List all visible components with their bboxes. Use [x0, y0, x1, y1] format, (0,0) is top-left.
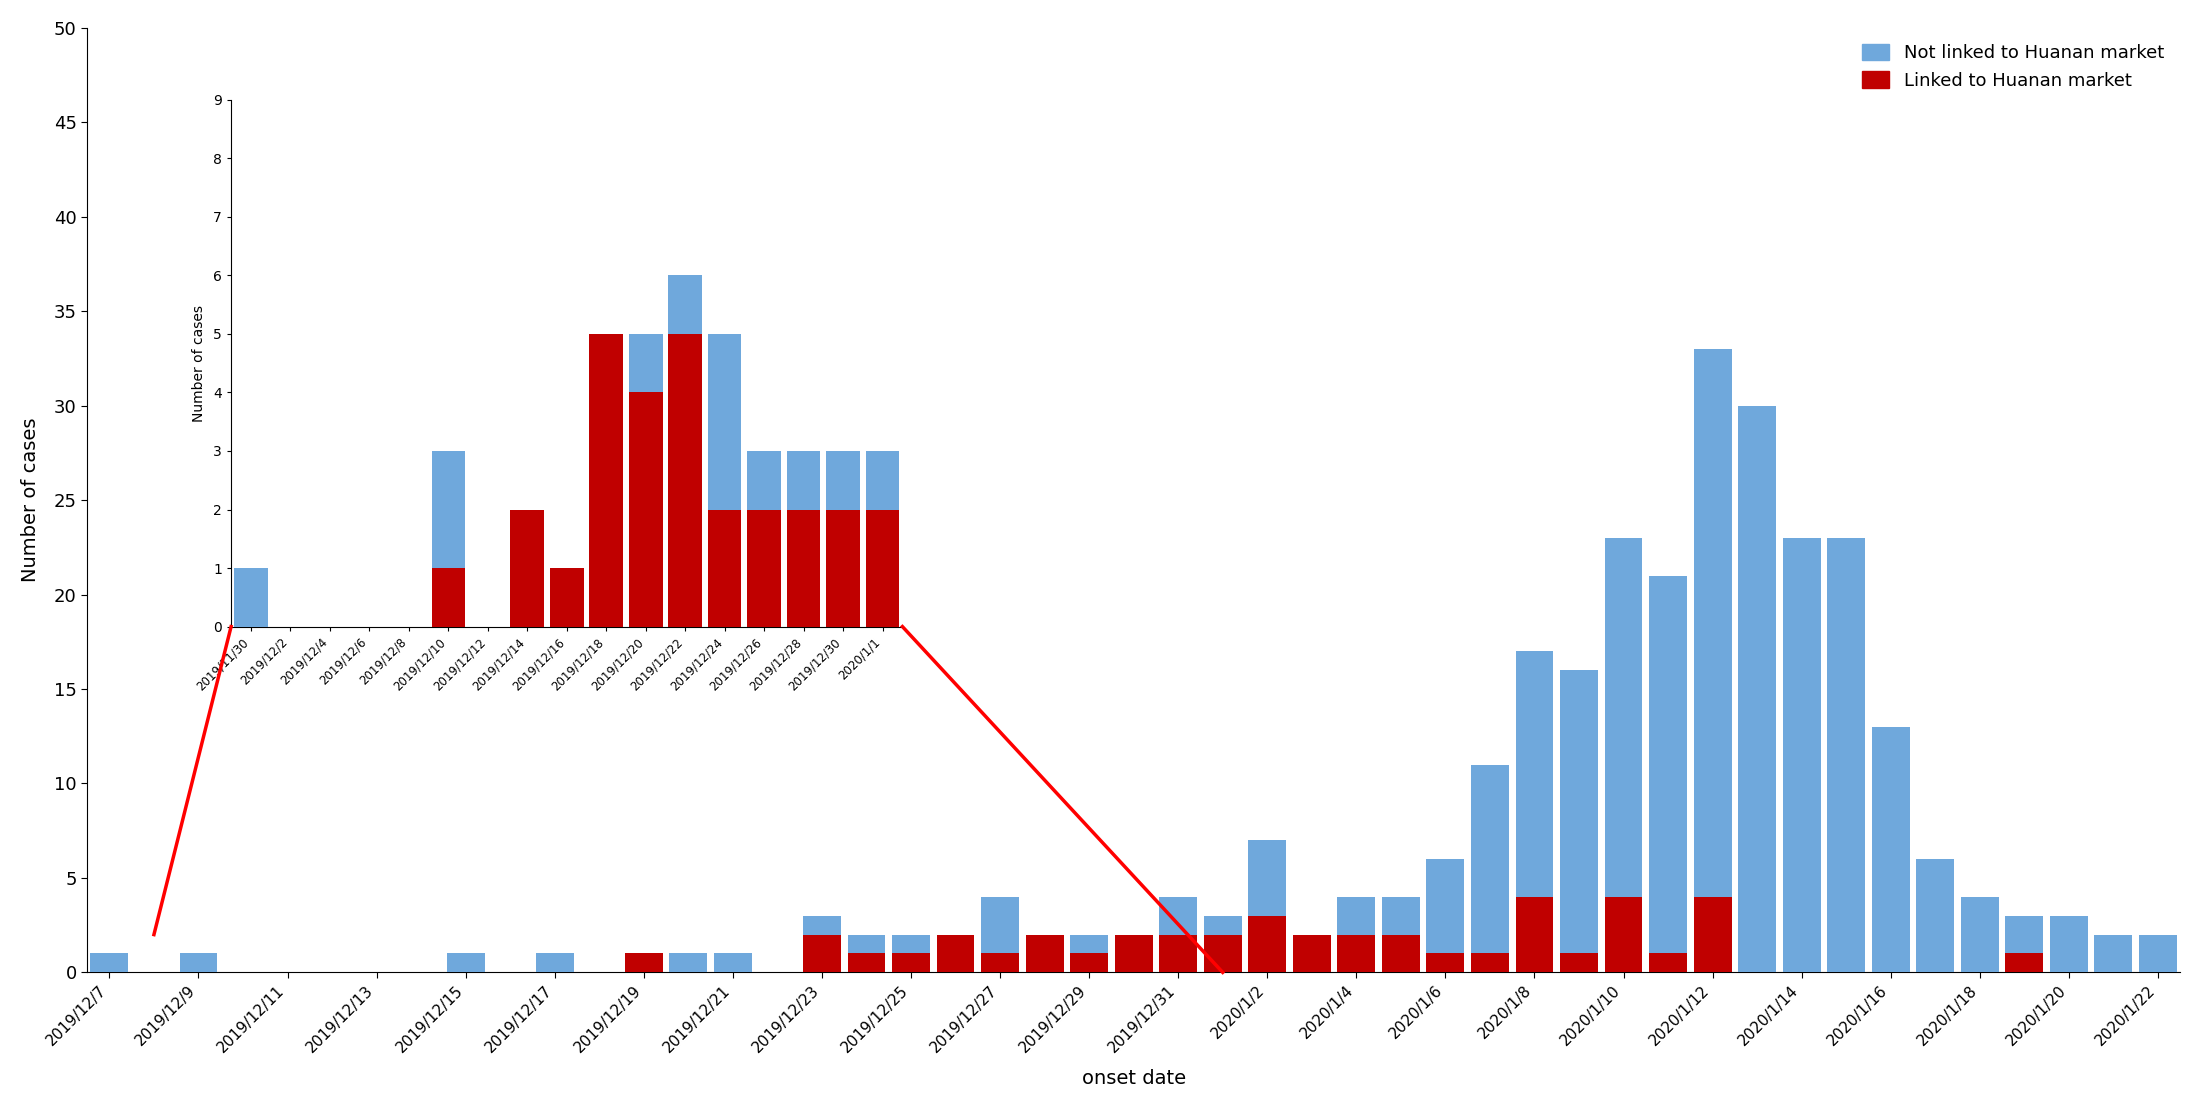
Bar — [2005, 916, 2043, 954]
Bar — [1516, 651, 1554, 897]
Bar — [1605, 897, 1642, 973]
Bar — [825, 509, 861, 627]
Bar — [1605, 538, 1642, 897]
Bar — [669, 334, 702, 627]
Bar — [709, 334, 742, 509]
Bar — [891, 954, 929, 973]
Bar — [90, 954, 128, 973]
X-axis label: onset date: onset date — [1081, 1069, 1186, 1088]
Bar — [629, 334, 663, 393]
Bar — [1114, 935, 1153, 973]
Bar — [1160, 897, 1197, 935]
Bar — [1739, 406, 1776, 973]
Bar — [1070, 954, 1107, 973]
Bar — [865, 509, 900, 627]
Bar — [431, 451, 464, 568]
Bar — [803, 935, 841, 973]
Bar — [1204, 935, 1241, 973]
Bar — [1338, 897, 1376, 935]
Y-axis label: Number of cases: Number of cases — [191, 305, 207, 421]
Bar — [1248, 916, 1285, 973]
Bar — [233, 568, 269, 627]
Bar — [748, 451, 781, 509]
Bar — [447, 954, 484, 973]
Bar — [865, 451, 900, 509]
Bar — [1649, 954, 1686, 973]
Bar — [788, 509, 821, 627]
Bar — [1382, 935, 1420, 973]
Bar — [803, 916, 841, 935]
Bar — [1426, 954, 1464, 973]
Bar — [1516, 897, 1554, 973]
Bar — [511, 509, 544, 627]
Bar — [748, 509, 781, 627]
Bar — [2095, 935, 2133, 973]
Bar — [1693, 897, 1732, 973]
Bar — [1693, 349, 1732, 897]
Bar — [1917, 859, 1954, 973]
Bar — [2049, 916, 2089, 973]
Bar — [1961, 897, 1999, 973]
Bar — [1470, 954, 1510, 973]
Y-axis label: Number of cases: Number of cases — [20, 418, 40, 582]
Bar — [1561, 954, 1598, 973]
Bar — [180, 954, 218, 973]
Bar — [669, 954, 707, 973]
Bar — [1470, 764, 1510, 954]
Bar — [2005, 954, 2043, 973]
Bar — [1026, 935, 1063, 973]
Bar — [938, 935, 975, 973]
Bar — [1070, 935, 1107, 954]
Bar — [590, 334, 623, 627]
Bar — [847, 935, 885, 954]
Bar — [535, 954, 574, 973]
Bar — [982, 897, 1019, 954]
Bar — [982, 954, 1019, 973]
Bar — [1338, 935, 1376, 973]
Bar — [847, 954, 885, 973]
Bar — [788, 451, 821, 509]
Bar — [431, 568, 464, 627]
Bar — [1382, 897, 1420, 935]
Bar — [669, 275, 702, 334]
Bar — [825, 451, 861, 509]
Bar — [2139, 935, 2177, 973]
Bar — [1871, 726, 1910, 973]
Bar — [709, 509, 742, 627]
Bar — [1204, 916, 1241, 935]
Bar — [713, 954, 753, 973]
Bar — [625, 954, 663, 973]
Bar — [1160, 935, 1197, 973]
Bar — [1649, 576, 1686, 954]
Bar — [1248, 841, 1285, 916]
Bar — [1827, 538, 1864, 973]
Bar — [550, 568, 583, 627]
Bar — [1292, 935, 1332, 973]
Legend: Not linked to Huanan market, Linked to Huanan market: Not linked to Huanan market, Linked to H… — [1855, 37, 2170, 96]
Bar — [891, 935, 929, 954]
Bar — [1561, 670, 1598, 954]
Bar — [1783, 538, 1820, 973]
Bar — [629, 393, 663, 627]
Bar — [1426, 859, 1464, 954]
